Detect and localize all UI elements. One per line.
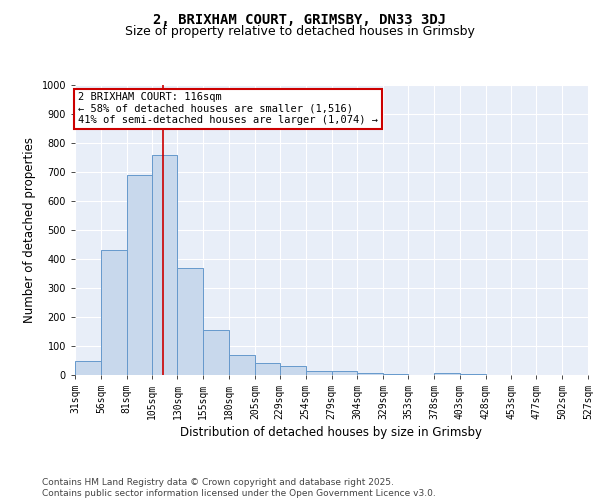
Bar — [152, 154, 178, 375]
Y-axis label: Number of detached properties: Number of detached properties — [23, 137, 36, 323]
Text: 2 BRIXHAM COURT: 116sqm
← 58% of detached houses are smaller (1,516)
41% of semi: 2 BRIXHAM COURT: 116sqm ← 58% of detache… — [78, 92, 378, 126]
Bar — [178, 268, 203, 375]
Bar — [280, 366, 305, 375]
Bar — [255, 364, 280, 375]
Bar — [127, 175, 152, 375]
Bar — [434, 372, 460, 375]
Bar — [229, 354, 255, 375]
Bar — [358, 372, 383, 375]
Bar — [460, 374, 485, 375]
Text: 2, BRIXHAM COURT, GRIMSBY, DN33 3DJ: 2, BRIXHAM COURT, GRIMSBY, DN33 3DJ — [154, 12, 446, 26]
Bar — [331, 370, 358, 375]
Bar — [203, 330, 229, 375]
Bar — [305, 370, 331, 375]
X-axis label: Distribution of detached houses by size in Grimsby: Distribution of detached houses by size … — [181, 426, 482, 439]
Bar — [101, 250, 127, 375]
Text: Size of property relative to detached houses in Grimsby: Size of property relative to detached ho… — [125, 25, 475, 38]
Bar — [75, 360, 101, 375]
Text: Contains HM Land Registry data © Crown copyright and database right 2025.
Contai: Contains HM Land Registry data © Crown c… — [42, 478, 436, 498]
Bar — [383, 374, 408, 375]
